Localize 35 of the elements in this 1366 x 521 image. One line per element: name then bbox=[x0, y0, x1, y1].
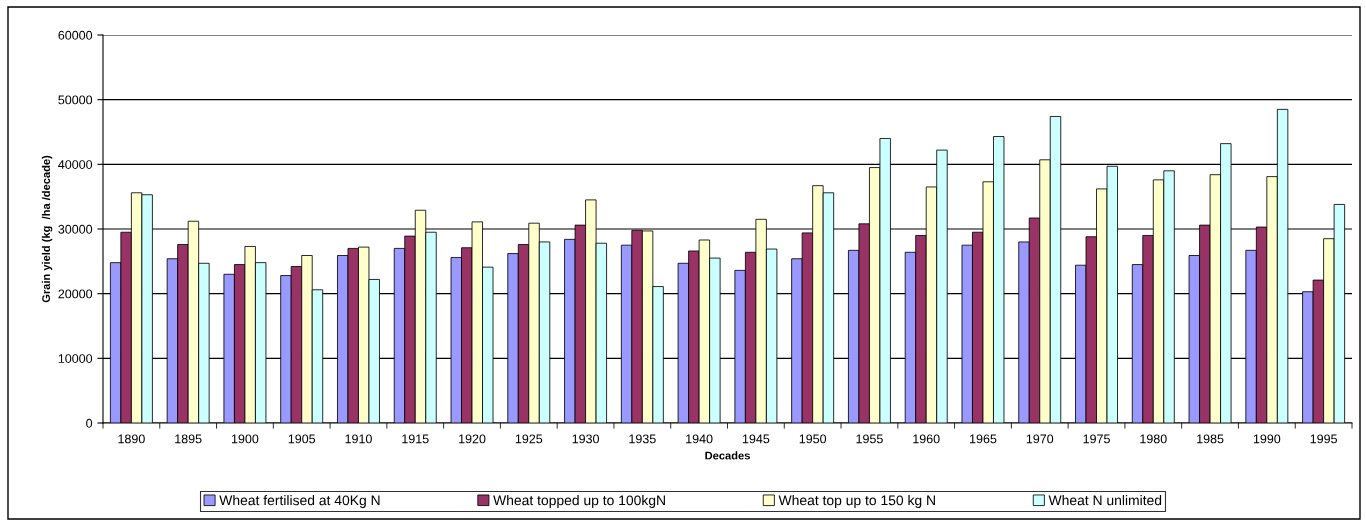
x-tick-label: 1920 bbox=[459, 434, 486, 444]
x-tick-label: 1935 bbox=[629, 434, 656, 444]
x-tick-label: 1945 bbox=[742, 434, 770, 444]
x-tick-label: 1910 bbox=[345, 434, 372, 444]
x-tick-label: 1985 bbox=[1197, 434, 1224, 444]
y-tick-label: 0 bbox=[86, 418, 93, 428]
y-tick-label: 30000 bbox=[58, 224, 93, 234]
x-tick-label: 1925 bbox=[515, 434, 543, 444]
x-tick-label: 1915 bbox=[402, 434, 429, 444]
y-tick-label: 20000 bbox=[58, 289, 93, 299]
x-tick-label: 1950 bbox=[799, 434, 827, 444]
legend-label: Wheat fertilised at 40Kg N bbox=[219, 495, 380, 508]
legend-label: Wheat N unlimited bbox=[1048, 495, 1162, 506]
x-tick-label: 1965 bbox=[970, 434, 997, 444]
x-tick-label: 1930 bbox=[572, 434, 599, 444]
x-axis-title: Decades bbox=[705, 451, 750, 460]
x-tick-label: 1970 bbox=[1026, 434, 1054, 444]
x-tick-label: 1895 bbox=[175, 434, 202, 444]
x-tick-label: 1975 bbox=[1083, 434, 1110, 444]
x-tick-label: 1960 bbox=[913, 434, 940, 444]
y-tick-label: 10000 bbox=[58, 354, 93, 363]
y-tick-label: 40000 bbox=[58, 160, 93, 169]
x-tick-label: 1980 bbox=[1140, 434, 1167, 444]
legend-label: Wheat top up to 150 kg N bbox=[778, 495, 935, 508]
x-tick-label: 1990 bbox=[1253, 434, 1281, 444]
x-tick-label: 1905 bbox=[288, 434, 316, 444]
x-tick-label: 1900 bbox=[231, 434, 259, 444]
y-axis-title: Grain yield (kg /ha /decade) bbox=[41, 155, 53, 303]
x-tick-label: 1995 bbox=[1310, 434, 1337, 444]
y-tick-label: 60000 bbox=[58, 30, 93, 40]
legend-label: Wheat topped up to 100kgN bbox=[493, 495, 665, 508]
x-tick-label: 1955 bbox=[856, 434, 883, 444]
x-tick-label: 1940 bbox=[686, 434, 713, 444]
x-tick-label: 1890 bbox=[118, 434, 145, 444]
y-tick-label: 50000 bbox=[58, 95, 93, 105]
